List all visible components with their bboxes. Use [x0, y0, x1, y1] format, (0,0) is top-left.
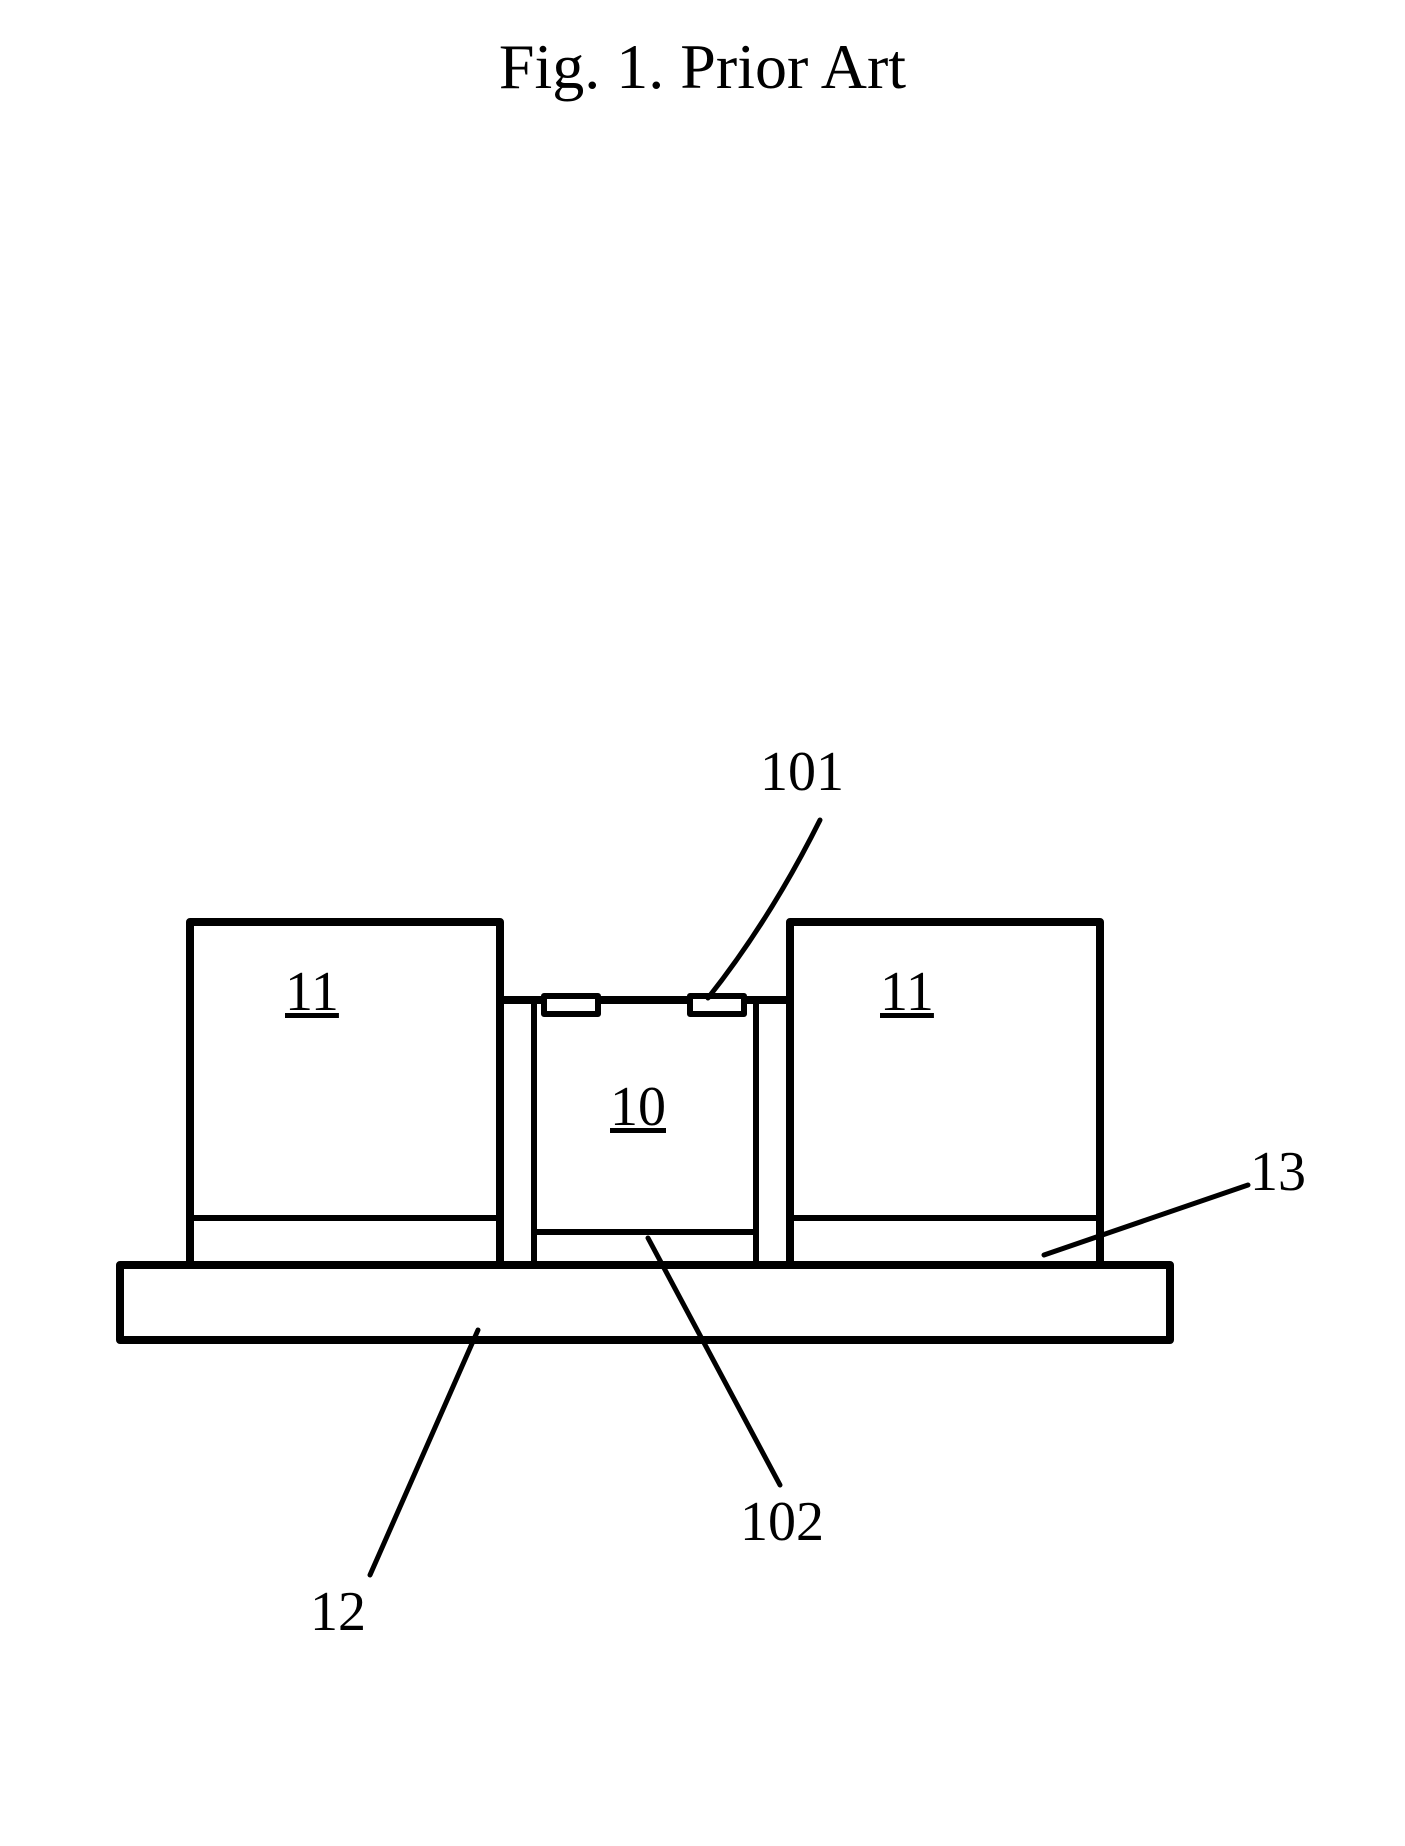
- label-13: 13: [1250, 1140, 1306, 1204]
- figure-diagram: [0, 0, 1405, 1846]
- label-right-block: 11: [880, 960, 934, 1024]
- label-left-block: 11: [285, 960, 339, 1024]
- label-102: 102: [740, 1490, 824, 1554]
- label-101: 101: [760, 740, 844, 804]
- label-12: 12: [310, 1580, 366, 1644]
- label-center-block: 10: [610, 1075, 666, 1139]
